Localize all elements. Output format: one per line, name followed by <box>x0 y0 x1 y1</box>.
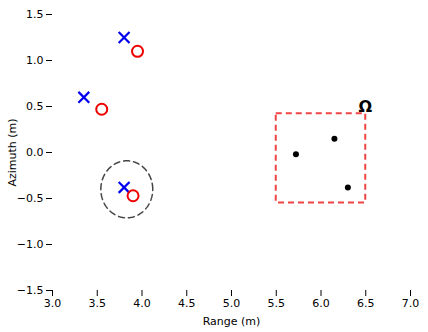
svg-text:6.5: 6.5 <box>357 297 375 310</box>
svg-text:4.5: 4.5 <box>178 297 196 310</box>
svg-text:Azimuth (m): Azimuth (m) <box>6 118 19 186</box>
svg-text:−0.5: −0.5 <box>17 192 44 205</box>
svg-text:Ω: Ω <box>359 97 373 116</box>
svg-text:Range (m): Range (m) <box>203 315 261 328</box>
svg-text:1.5: 1.5 <box>26 8 44 21</box>
svg-text:4.0: 4.0 <box>133 297 151 310</box>
svg-text:−1.5: −1.5 <box>17 284 44 297</box>
svg-text:7.0: 7.0 <box>402 297 420 310</box>
svg-text:6.0: 6.0 <box>312 297 330 310</box>
svg-text:5.0: 5.0 <box>223 297 241 310</box>
svg-text:−1.0: −1.0 <box>17 238 44 251</box>
svg-text:5.5: 5.5 <box>268 297 286 310</box>
svg-text:1.0: 1.0 <box>26 54 44 67</box>
svg-text:3.5: 3.5 <box>89 297 107 310</box>
svg-text:3.0: 3.0 <box>44 297 62 310</box>
svg-text:0.0: 0.0 <box>26 146 44 159</box>
svg-text:0.5: 0.5 <box>26 100 44 113</box>
